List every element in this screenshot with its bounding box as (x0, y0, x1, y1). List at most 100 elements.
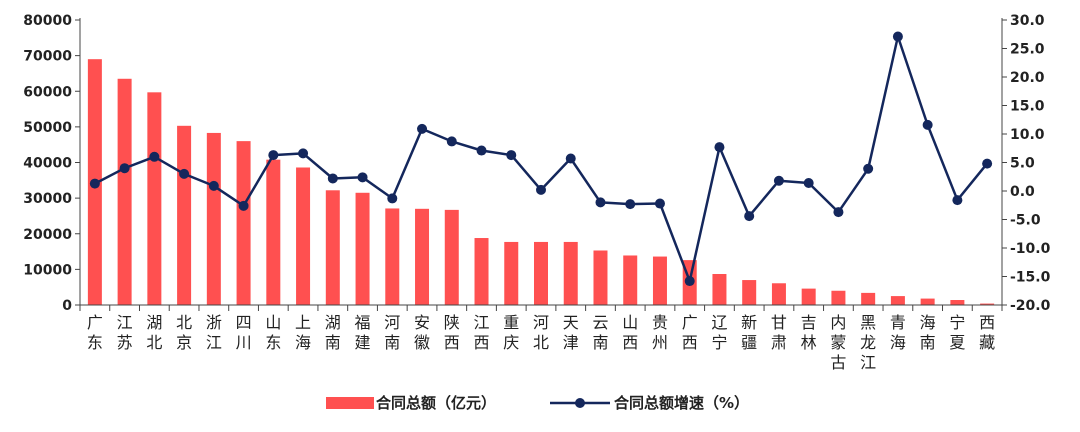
left-tick-label: 50000 (23, 120, 72, 136)
category-char: 京 (176, 333, 192, 352)
bar-四川 (236, 141, 251, 305)
category-label-广西: 广西 (682, 313, 698, 352)
right-tick-label: 30.0 (1010, 13, 1045, 29)
category-label-福建: 福建 (355, 313, 371, 352)
category-label-陕西: 陕西 (444, 313, 460, 352)
line-series (89, 31, 993, 287)
bar-安徽 (415, 208, 430, 305)
category-char: 州 (652, 333, 668, 352)
bar-上海 (296, 167, 311, 305)
bar-黑龙江 (861, 292, 876, 305)
growth-point-河南 (387, 193, 398, 204)
category-char: 西 (622, 333, 638, 352)
bar-陕西 (444, 209, 459, 305)
category-char: 湖 (146, 313, 162, 332)
right-tick-label: 5.0 (1010, 156, 1035, 172)
category-char: 川 (236, 333, 252, 352)
growth-point-吉林 (803, 178, 814, 189)
growth-point-湖南 (327, 173, 338, 184)
bar-云南 (593, 250, 608, 305)
category-char: 黑 (860, 313, 876, 332)
growth-point-四川 (238, 200, 249, 211)
left-tick-label: 40000 (23, 156, 72, 172)
growth-point-辽宁 (714, 142, 725, 153)
growth-point-广西 (684, 276, 695, 287)
growth-point-内蒙古 (833, 207, 844, 218)
growth-point-西藏 (982, 158, 993, 169)
category-char: 林 (801, 333, 817, 352)
category-char: 南 (920, 333, 936, 352)
growth-point-山西 (625, 199, 636, 210)
category-char: 北 (533, 333, 549, 352)
growth-point-上海 (298, 148, 309, 159)
category-char: 江 (206, 333, 222, 352)
category-char: 安 (414, 313, 430, 332)
category-char: 古 (830, 353, 846, 372)
left-tick-label: 20000 (23, 227, 72, 243)
growth-point-天津 (565, 153, 576, 164)
bar-新疆 (742, 280, 757, 305)
category-label-北京: 北京 (176, 313, 192, 352)
legend: 合同总额（亿元） 合同总额增速（%） (326, 394, 749, 412)
category-char: 江 (117, 313, 133, 332)
category-char: 海 (890, 333, 906, 352)
growth-point-安徽 (417, 123, 428, 134)
growth-point-新疆 (744, 211, 755, 222)
category-char: 南 (592, 333, 608, 352)
category-labels: 广东江苏湖北北京浙江四川山东上海湖南福建河南安徽陕西江西重庆河北天津云南山西贵州… (87, 313, 995, 372)
category-label-安徽: 安徽 (414, 313, 430, 352)
category-label-新疆: 新疆 (741, 313, 757, 352)
right-tick-label: -10.0 (1010, 241, 1051, 257)
left-tick-label: 30000 (23, 191, 72, 207)
category-label-湖南: 湖南 (325, 313, 341, 352)
category-label-江西: 江西 (474, 313, 490, 352)
category-char: 河 (533, 313, 549, 332)
category-char: 海 (295, 333, 311, 352)
bar-天津 (563, 241, 578, 305)
right-tick-label: -5.0 (1010, 213, 1041, 229)
growth-point-贵州 (654, 198, 665, 209)
category-label-云南: 云南 (592, 313, 608, 352)
growth-point-黑龙江 (863, 163, 874, 174)
bar-湖北 (147, 92, 162, 305)
growth-point-海南 (922, 119, 933, 130)
bar-吉林 (801, 288, 816, 305)
left-axis-ticks: 0 10000 20000 30000 40000 50000 60000 70000 8000… (23, 13, 80, 314)
legend-bar-label: 合同总额（亿元） (375, 394, 496, 412)
category-char: 北 (176, 313, 192, 332)
category-label-青海: 青海 (890, 313, 906, 352)
bar-辽宁 (712, 274, 727, 305)
bar-青海 (890, 296, 905, 305)
category-char: 建 (355, 333, 371, 352)
category-label-宁夏: 宁夏 (949, 313, 965, 352)
category-char: 上 (295, 313, 311, 332)
bar-重庆 (504, 241, 519, 305)
category-label-西藏: 西藏 (979, 313, 995, 352)
category-char: 夏 (949, 333, 965, 352)
left-tick-label: 60000 (23, 84, 72, 100)
category-char: 龙 (860, 333, 876, 352)
category-char: 肃 (771, 333, 787, 352)
growth-point-山东 (268, 150, 279, 161)
category-char: 陕 (444, 313, 460, 332)
category-char: 北 (146, 333, 162, 352)
right-tick-label: 20.0 (1010, 70, 1045, 86)
category-char: 重 (503, 313, 519, 332)
category-label-辽宁: 辽宁 (711, 313, 727, 352)
category-label-江苏: 江苏 (117, 313, 133, 352)
bar-贵州 (652, 256, 667, 305)
category-char: 疆 (741, 333, 757, 352)
category-label-河南: 河南 (384, 313, 400, 352)
category-char: 海 (920, 313, 936, 332)
bar-series (87, 59, 995, 306)
category-char: 西 (979, 313, 995, 332)
growth-point-重庆 (506, 150, 517, 161)
category-char: 青 (890, 313, 906, 332)
category-char: 天 (563, 313, 579, 332)
category-char: 福 (355, 313, 371, 332)
right-tick-label: 15.0 (1010, 99, 1045, 115)
bar-山西 (623, 255, 638, 305)
category-char: 藏 (979, 333, 995, 352)
left-tick-label: 10000 (23, 262, 72, 278)
growth-point-湖北 (149, 151, 160, 162)
